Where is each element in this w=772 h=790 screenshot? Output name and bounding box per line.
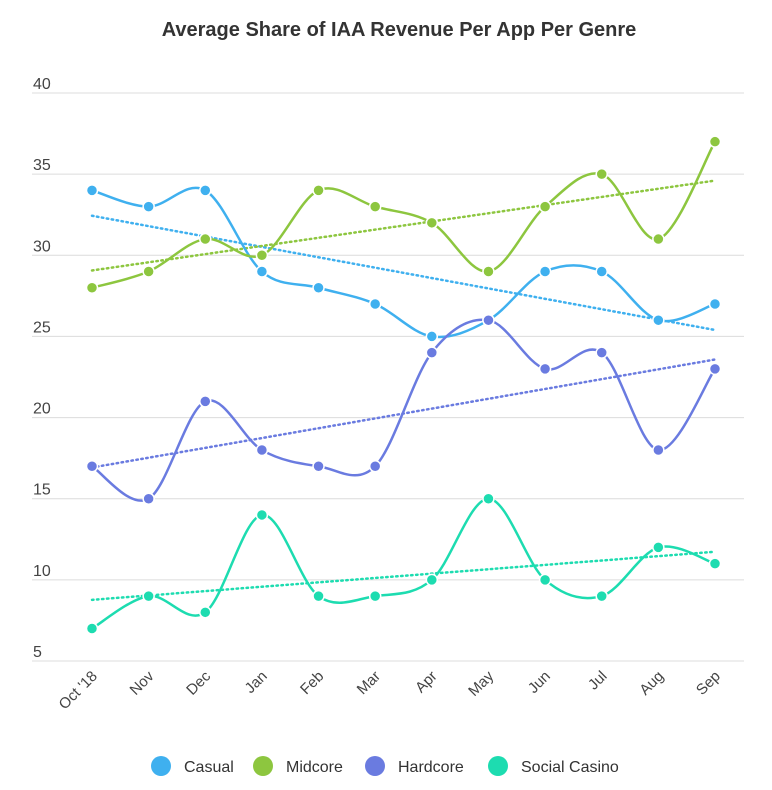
data-point-hardcore[interactable] bbox=[652, 443, 665, 457]
data-point-midcore[interactable] bbox=[482, 265, 495, 278]
x-tick-label: Apr bbox=[412, 668, 441, 697]
data-point-casual[interactable] bbox=[652, 313, 665, 327]
x-tick-label: Sep bbox=[693, 668, 724, 699]
data-point-social-casino[interactable] bbox=[85, 622, 99, 635]
data-point-casual[interactable] bbox=[255, 265, 269, 278]
data-point-hardcore[interactable] bbox=[199, 395, 212, 408]
series-line-social-casino bbox=[91, 497, 716, 630]
data-point-hardcore[interactable] bbox=[482, 313, 495, 327]
data-point-midcore[interactable] bbox=[538, 200, 552, 213]
data-point-midcore[interactable] bbox=[595, 167, 608, 181]
data-point-social-casino[interactable] bbox=[708, 557, 722, 570]
data-point-casual[interactable] bbox=[199, 184, 212, 197]
data-point-social-casino[interactable] bbox=[368, 589, 382, 603]
chart-title: Average Share of IAA Revenue Per App Per… bbox=[162, 19, 637, 41]
x-tick-label: Jun bbox=[525, 668, 554, 697]
series-lines bbox=[91, 141, 717, 630]
data-point-hardcore[interactable] bbox=[425, 346, 439, 359]
legend-item-casual[interactable]: Casual bbox=[151, 756, 234, 776]
data-point-midcore[interactable] bbox=[142, 265, 155, 278]
series-line-midcore bbox=[91, 141, 717, 289]
data-point-casual[interactable] bbox=[368, 297, 382, 311]
legend-item-hardcore[interactable]: Hardcore bbox=[365, 756, 464, 776]
x-tick-label: Aug bbox=[636, 668, 667, 699]
y-tick-label: 30 bbox=[33, 238, 51, 255]
legend: Casual Midcore Hardcore Social Casino bbox=[151, 756, 619, 776]
data-point-hardcore[interactable] bbox=[368, 460, 382, 473]
data-point-midcore[interactable] bbox=[652, 232, 665, 246]
data-point-hardcore[interactable] bbox=[595, 346, 608, 359]
y-tick-label: 20 bbox=[33, 401, 51, 418]
data-point-social-casino[interactable] bbox=[142, 589, 155, 603]
x-tick-label: Dec bbox=[183, 667, 214, 698]
data-point-hardcore[interactable] bbox=[142, 492, 155, 505]
data-point-midcore[interactable] bbox=[199, 232, 212, 246]
data-point-social-casino[interactable] bbox=[595, 589, 608, 603]
legend-marker-midcore bbox=[253, 756, 273, 776]
data-point-casual[interactable] bbox=[312, 281, 325, 294]
data-point-social-casino[interactable] bbox=[538, 573, 552, 587]
data-point-midcore[interactable] bbox=[255, 249, 269, 262]
data-point-social-casino[interactable] bbox=[255, 508, 269, 522]
data-point-hardcore[interactable] bbox=[708, 362, 722, 376]
x-tick-label: Nov bbox=[127, 667, 158, 698]
series-line-hardcore bbox=[91, 318, 717, 502]
data-point-social-casino[interactable] bbox=[199, 606, 212, 619]
legend-item-social-casino[interactable]: Social Casino bbox=[488, 756, 619, 776]
trendline-social-casino bbox=[90, 550, 717, 602]
y-tick-label: 15 bbox=[33, 482, 51, 499]
data-point-social-casino[interactable] bbox=[312, 589, 325, 603]
x-tick-label: Mar bbox=[354, 668, 384, 698]
data-point-midcore[interactable] bbox=[312, 184, 325, 197]
trendlines bbox=[90, 179, 717, 602]
data-point-casual[interactable] bbox=[595, 265, 608, 278]
trendline-casual bbox=[90, 214, 717, 332]
data-point-hardcore[interactable] bbox=[85, 460, 99, 473]
y-tick-label: 40 bbox=[33, 76, 51, 93]
trendline-midcore bbox=[90, 179, 717, 272]
data-point-hardcore[interactable] bbox=[255, 443, 269, 457]
x-tick-label: May bbox=[465, 667, 497, 699]
data-point-midcore[interactable] bbox=[85, 281, 99, 294]
y-axis-ticks: 5 10 15 20 25 30 35 40 bbox=[33, 76, 51, 661]
data-point-social-casino[interactable] bbox=[425, 573, 439, 587]
data-point-casual[interactable] bbox=[708, 297, 722, 311]
legend-label-casual: Casual bbox=[184, 759, 234, 776]
data-point-hardcore[interactable] bbox=[312, 460, 325, 473]
legend-marker-casual bbox=[151, 756, 171, 776]
legend-item-midcore[interactable]: Midcore bbox=[253, 756, 343, 776]
data-point-hardcore[interactable] bbox=[538, 362, 552, 376]
legend-marker-hardcore bbox=[365, 756, 385, 776]
data-point-social-casino[interactable] bbox=[482, 492, 495, 505]
data-point-social-casino[interactable] bbox=[652, 541, 665, 554]
series-line-casual bbox=[91, 186, 716, 339]
data-point-casual[interactable] bbox=[425, 330, 439, 343]
y-tick-label: 10 bbox=[33, 563, 51, 580]
data-point-casual[interactable] bbox=[538, 265, 552, 278]
data-point-midcore[interactable] bbox=[368, 200, 382, 213]
x-axis-ticks: Oct '18 Nov Dec Jan Feb Mar Apr May Jun Jul Aug Sep bbox=[56, 667, 724, 713]
data-point-midcore[interactable] bbox=[708, 135, 722, 148]
data-points bbox=[85, 135, 722, 635]
x-tick-label: Jan bbox=[242, 668, 271, 697]
legend-label-midcore: Midcore bbox=[286, 759, 343, 776]
legend-label-hardcore: Hardcore bbox=[398, 759, 464, 776]
x-tick-label: Jul bbox=[585, 668, 611, 694]
data-point-casual[interactable] bbox=[85, 184, 99, 197]
legend-label-social-casino: Social Casino bbox=[521, 759, 619, 776]
legend-marker-social-casino bbox=[488, 756, 508, 776]
data-point-midcore[interactable] bbox=[425, 216, 439, 230]
gridlines bbox=[32, 92, 744, 662]
y-tick-label: 5 bbox=[33, 644, 42, 661]
y-tick-label: 25 bbox=[33, 319, 51, 336]
x-tick-label: Feb bbox=[297, 668, 327, 698]
data-point-casual[interactable] bbox=[142, 200, 155, 213]
y-tick-label: 35 bbox=[33, 157, 51, 174]
x-tick-label: Oct '18 bbox=[56, 668, 101, 713]
